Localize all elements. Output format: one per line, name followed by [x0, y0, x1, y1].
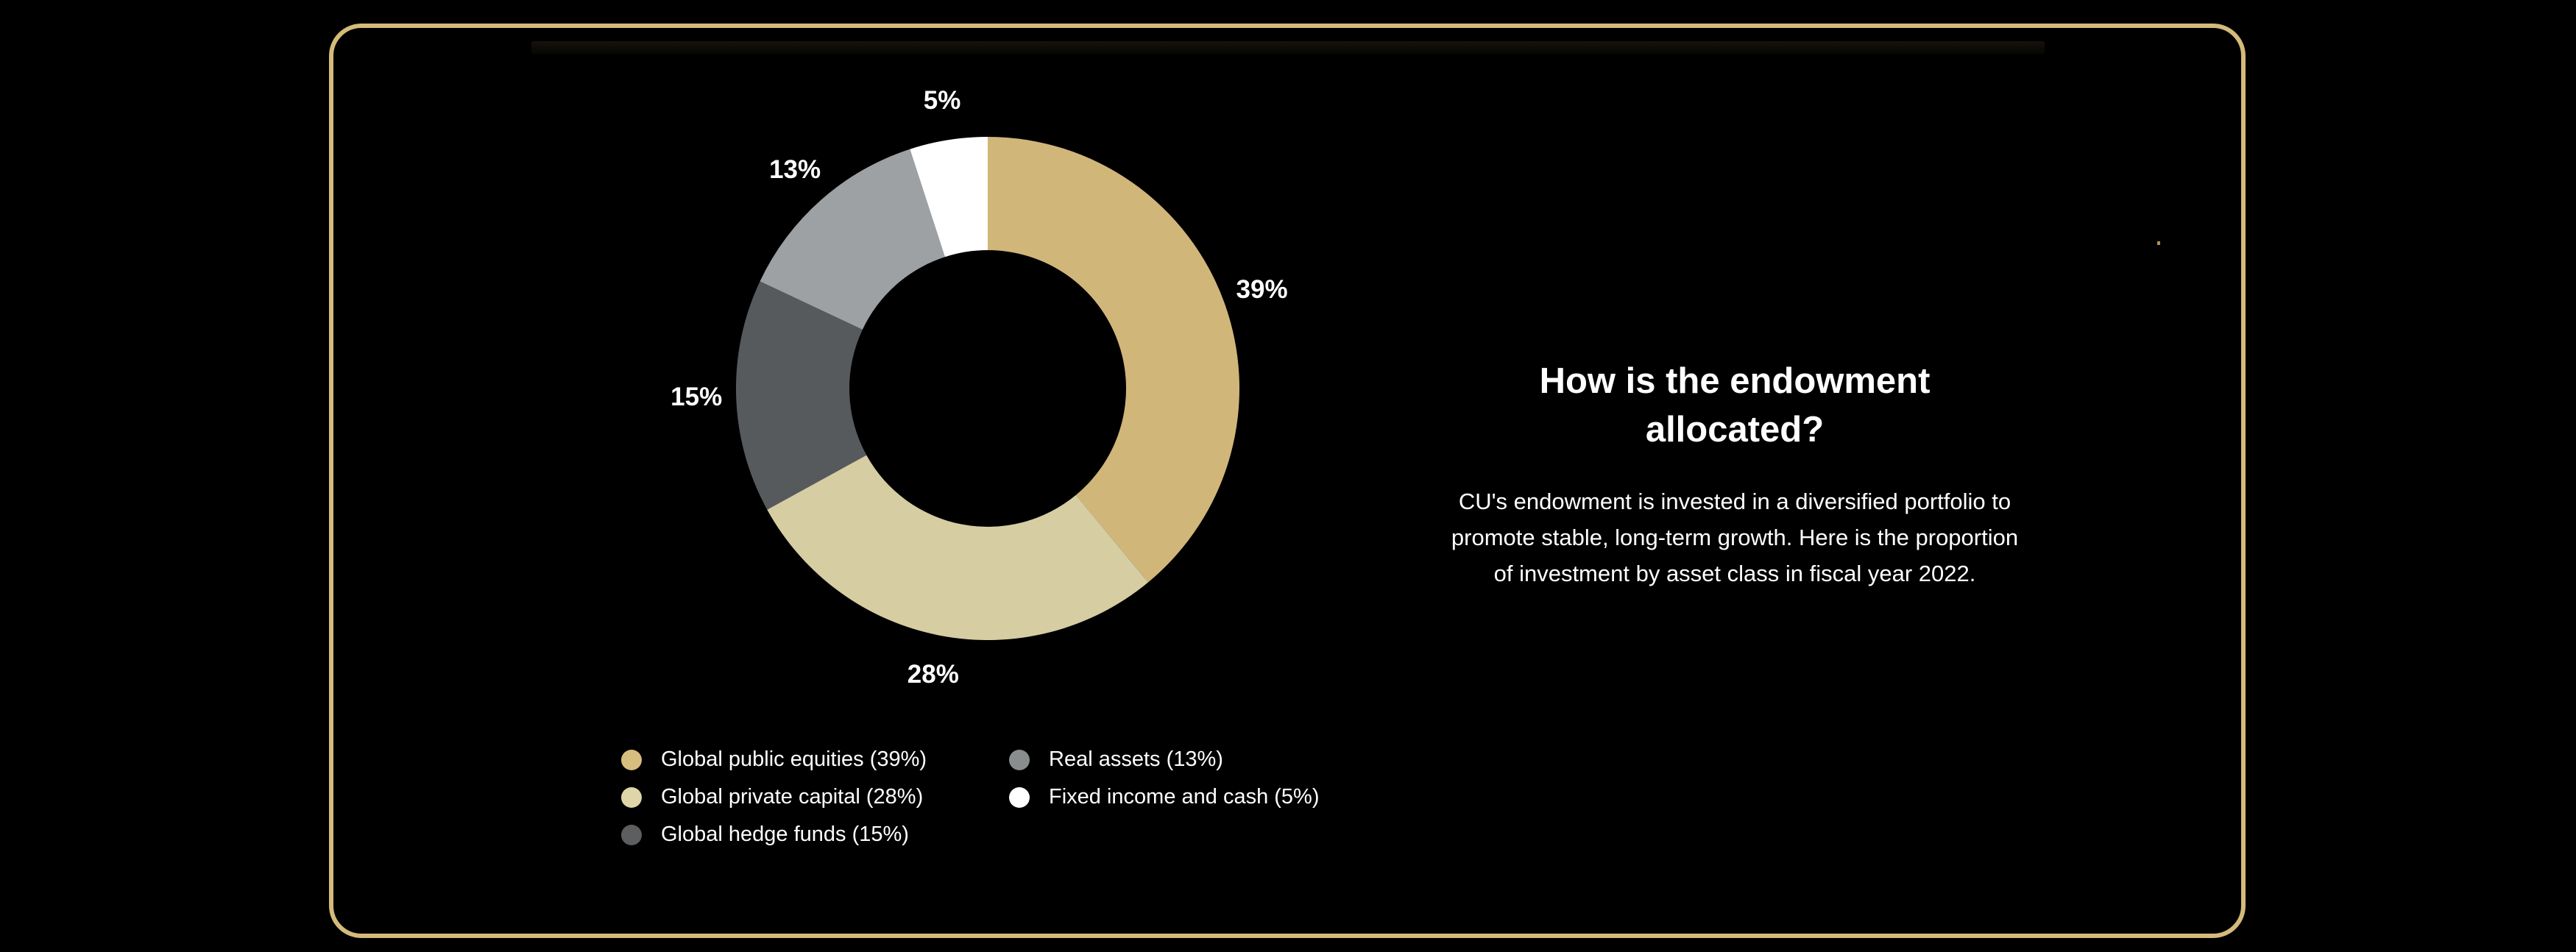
panel-body: CU's endowment is invested in a diversif…: [1451, 489, 2019, 586]
endowment-card: 39% 28% 15% 13% 5% Global public equities (3…: [329, 24, 2246, 938]
slice-label-3: 13%: [769, 154, 821, 184]
legend-item: Global hedge funds (15%): [621, 816, 927, 853]
donut-slice-4: [910, 137, 988, 257]
donut-slice-1: [767, 455, 1148, 641]
panel-title: How is the endowment allocated?: [1539, 361, 1931, 450]
donut-chart: [735, 137, 1240, 641]
legend-item-label: Real assets (13%): [1049, 747, 1223, 771]
donut-slice-0: [988, 137, 1240, 583]
artifact-dot: [2157, 241, 2160, 245]
donut-slice-2: [735, 281, 867, 510]
slice-label-4: 5%: [923, 85, 961, 115]
legend-dot-icon: [621, 749, 642, 770]
legend-column-1: Global public equities (39%) Global priva…: [621, 741, 927, 853]
legend-dot-icon: [1009, 749, 1030, 770]
slice-label-0: 39%: [1236, 274, 1288, 304]
legend-dot-icon: [621, 786, 642, 808]
legend-item-label: Global private capital (28%): [661, 785, 924, 809]
slice-label-2: 15%: [670, 383, 723, 412]
legend-item-label: Fixed income and cash (5%): [1049, 785, 1320, 809]
legend-item-label: Global public equities (39%): [661, 747, 927, 771]
chart-legend: Global public equities (39%) Global priva…: [333, 741, 2241, 859]
legend-column-2: Real assets (13%) Fixed income and cash (…: [1009, 741, 1320, 816]
text-panel: How is the endowment allocated? CU's end…: [1448, 357, 2022, 592]
legend-dot-icon: [621, 824, 642, 845]
donut-slice-3: [760, 149, 945, 330]
legend-item-label: Global hedge funds (15%): [661, 823, 909, 846]
legend-item: Real assets (13%): [1009, 741, 1320, 778]
slice-label-1: 28%: [907, 659, 959, 689]
legend-dot-icon: [1009, 786, 1030, 808]
top-strip: [531, 41, 2045, 54]
legend-item: Fixed income and cash (5%): [1009, 778, 1320, 816]
legend-item: Global public equities (39%): [621, 741, 927, 778]
legend-item: Global private capital (28%): [621, 778, 927, 816]
